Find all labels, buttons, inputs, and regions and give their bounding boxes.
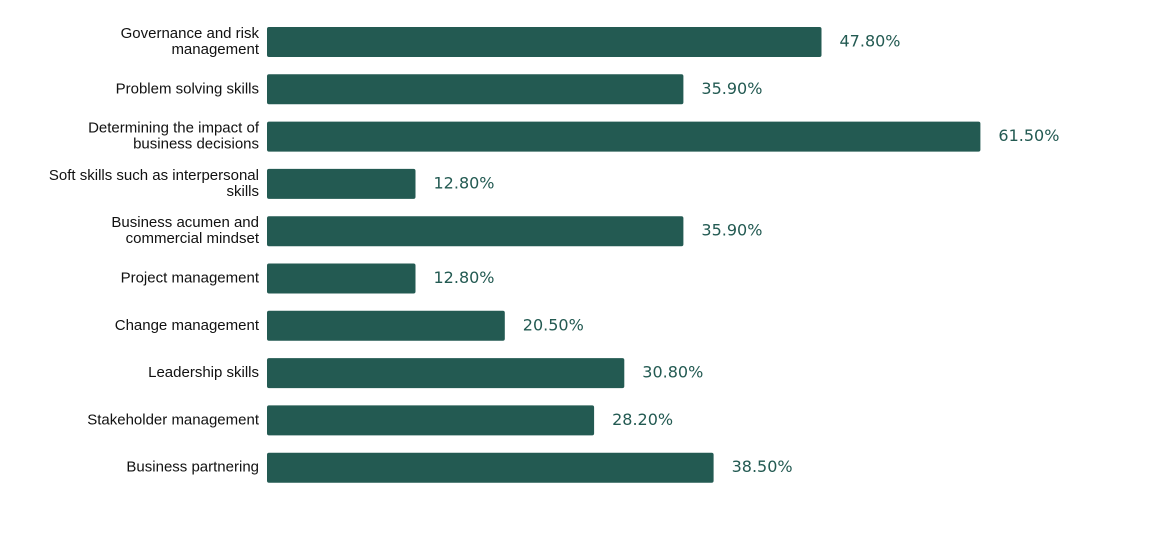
value-label-0: 47.80% [840,32,901,51]
category-label-7: Leadership skills [148,364,259,381]
category-label-9: Business partnering [126,459,259,476]
value-label-8: 28.20% [612,410,673,429]
category-label-line: Leadership skills [148,364,259,381]
bar-3 [267,168,416,199]
category-label-2: Determining the impact of business decisi… [88,120,260,153]
category-label-line: commercial mindset [126,230,260,247]
category-label-line: Governance and risk [121,25,260,42]
bar-2 [267,121,981,152]
category-label-line: Problem solving skills [116,80,259,97]
category-label-line: Business acumen and [111,214,259,231]
category-label-0: Governance and risk management [121,25,260,58]
bars [267,27,981,483]
category-label-4: Business acumen and commercial mindset [111,214,259,247]
category-label-line: Determining the impact of [88,120,260,137]
category-label-6: Change management [115,317,260,334]
category-label-line: Soft skills such as interpersonal [49,167,259,184]
category-label-8: Stakeholder management [87,411,260,428]
bar-0 [267,27,822,57]
category-label-1: Problem solving skills [116,80,259,97]
bar-5 [267,263,416,294]
category-label-line: skills [227,183,260,200]
bar-1 [267,74,684,105]
value-label-6: 20.50% [523,315,584,334]
value-label-5: 12.80% [434,268,495,287]
value-label-1: 35.90% [701,79,762,98]
bar-6 [267,310,505,341]
value-labels: 47.80% 35.90% 61.50% 12.80% 35.90% 12.80% 20.5… [434,32,1060,477]
category-label-3: Soft skills such as interpersonal skills [49,167,259,200]
category-label-5: Project management [121,269,260,286]
bar-4 [267,216,684,247]
bar-8 [267,405,595,436]
category-label-line: Stakeholder management [87,411,260,428]
category-label-line: Change management [115,317,260,334]
category-label-line: business decisions [133,136,259,153]
value-label-3: 12.80% [434,173,495,192]
category-labels: Governance and risk management Problem sol… [49,25,260,476]
category-label-line: Project management [121,269,260,286]
value-label-7: 30.80% [642,363,703,382]
category-label-line: Business partnering [126,459,259,476]
value-label-2: 61.50% [998,126,1059,145]
bar-7 [267,358,625,389]
category-label-line: management [171,41,259,58]
bar-9 [267,452,714,483]
value-label-4: 35.90% [701,221,762,240]
value-label-9: 38.50% [732,457,793,476]
